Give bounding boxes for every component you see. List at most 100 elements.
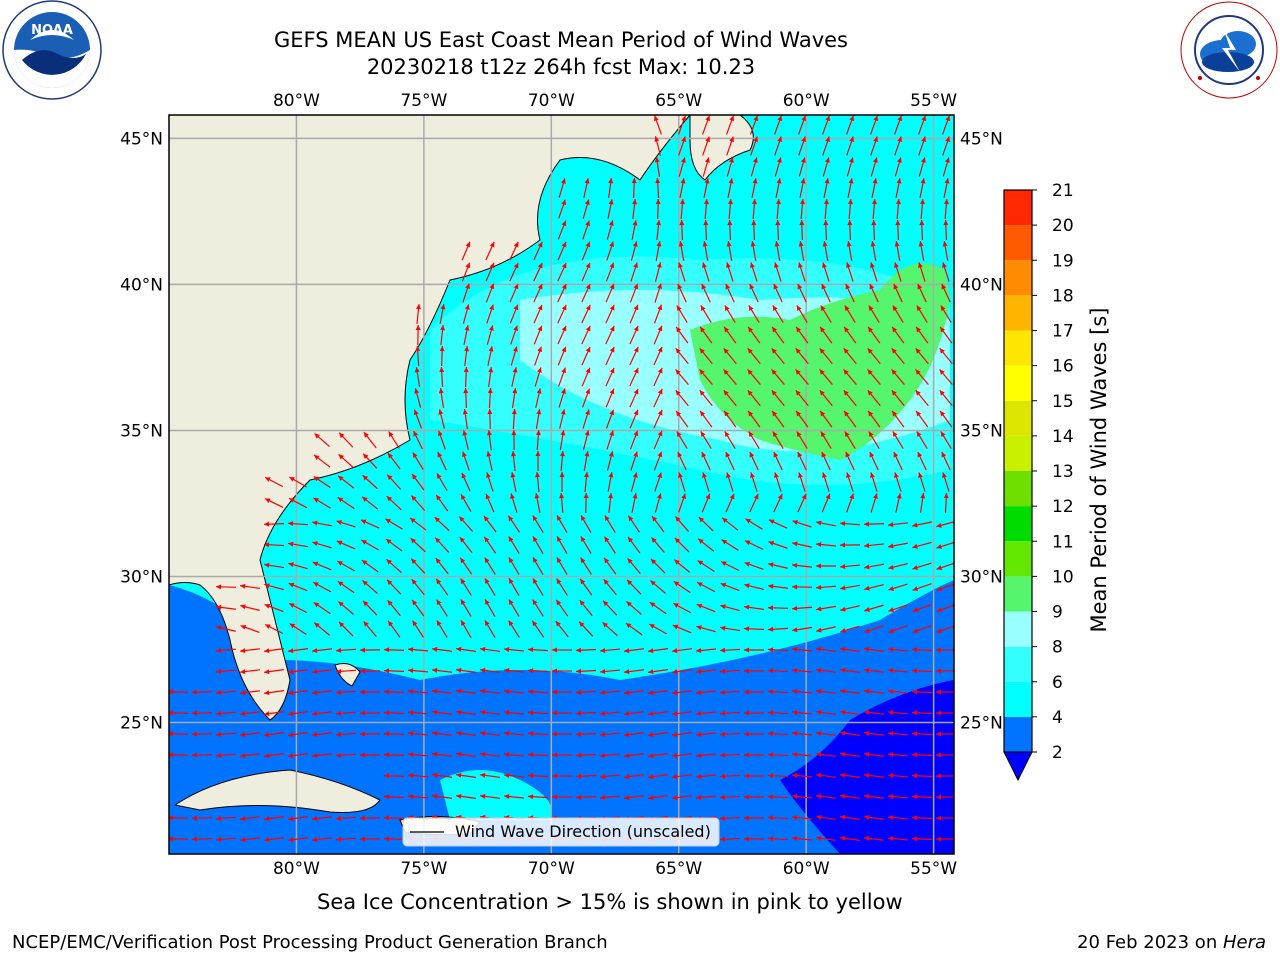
wave-direction-arrow (864, 646, 884, 652)
wave-direction-arrow (558, 199, 567, 219)
wave-direction-arrow (895, 178, 902, 198)
wave-direction-arrow (942, 262, 950, 282)
wave-direction-arrow (653, 430, 663, 450)
wave-direction-arrow (654, 283, 662, 303)
wave-direction-arrow (361, 496, 379, 510)
wave-direction-arrow (383, 773, 405, 779)
wave-direction-arrow (311, 816, 333, 822)
colorbar-segment (1004, 330, 1032, 366)
wave-direction-arrow (264, 583, 284, 591)
colorbar-segment (1004, 506, 1032, 542)
wave-direction-arrow (840, 646, 860, 652)
wave-direction-arrow (363, 620, 377, 638)
wave-direction-arrow (462, 451, 470, 471)
wave-direction-arrow (911, 752, 933, 758)
ocean-band-shallow-bahamas (440, 770, 552, 820)
wave-direction-arrow (410, 537, 426, 553)
wave-direction-arrow (791, 647, 813, 652)
legend-label: Wind Wave Direction (unscaled) (455, 822, 711, 841)
wave-direction-arrow (703, 178, 710, 198)
wave-direction-arrow (821, 493, 831, 513)
wave-direction-arrow (387, 620, 401, 638)
wave-direction-arrow (527, 773, 549, 779)
wave-direction-arrow (870, 136, 878, 156)
wave-direction-arrow (822, 136, 830, 156)
colorbar-tick-label: 16 (1052, 357, 1074, 377)
wave-direction-arrow (462, 430, 469, 450)
wave-direction-arrow (264, 603, 284, 613)
wave-direction-arrow (557, 262, 567, 282)
wave-direction-arrow (432, 667, 452, 673)
wave-direction-arrow (767, 626, 789, 632)
wave-direction-arrow (503, 751, 525, 757)
wave-direction-arrow (215, 752, 237, 758)
wave-direction-arrow (798, 472, 806, 492)
wave-direction-arrow (456, 772, 476, 778)
wave-direction-arrow (653, 325, 663, 345)
wave-direction-arrow (336, 520, 356, 528)
wave-direction-arrow (239, 690, 261, 696)
wave-direction-arrow (892, 431, 904, 449)
wave-direction-arrow (936, 521, 954, 528)
wave-direction-arrow (599, 731, 621, 737)
wave-direction-arrow (816, 667, 836, 673)
wave-direction-arrow (460, 599, 472, 617)
wave-direction-arrow (624, 732, 644, 738)
wave-direction-arrow (626, 600, 642, 616)
wave-direction-arrow (939, 368, 953, 386)
wave-direction-arrow (359, 815, 381, 821)
wave-direction-arrow (795, 347, 809, 365)
wave-direction-arrow (816, 626, 836, 633)
wave-direction-arrow (799, 219, 805, 241)
wave-direction-arrow (582, 199, 590, 219)
wave-direction-arrow (288, 541, 308, 548)
wave-direction-arrow (791, 605, 813, 611)
wave-direction-arrow (791, 815, 813, 820)
wave-direction-arrow (480, 772, 500, 778)
wave-direction-arrow (940, 431, 952, 449)
colorbar-segment (1004, 365, 1032, 401)
colorbar-segment (1004, 400, 1032, 436)
wave-direction-arrow (312, 520, 332, 527)
wave-direction-arrow (558, 178, 566, 198)
wave-direction-arrow (655, 241, 662, 261)
wave-direction-arrow (767, 752, 789, 758)
wave-direction-arrow (840, 667, 860, 673)
wave-direction-arrow (747, 326, 761, 344)
wave-direction-arrow (894, 241, 901, 261)
wave-direction-arrow (840, 793, 860, 799)
wave-direction-arrow (191, 836, 213, 842)
colorbar-segment (1004, 681, 1032, 717)
wave-direction-arrow (696, 625, 716, 633)
wave-direction-arrow (439, 304, 446, 324)
wave-direction-arrow (239, 753, 261, 759)
wave-direction-arrow (845, 451, 855, 471)
wave-direction-arrow (508, 599, 520, 617)
lon-tick-top: 75°W (400, 91, 447, 111)
wave-direction-arrow (888, 562, 908, 570)
wave-direction-arrow (509, 262, 519, 282)
wave-direction-arrow (840, 730, 860, 736)
wave-direction-arrow (815, 584, 837, 590)
wave-direction-arrow (845, 283, 855, 303)
wave-direction-arrow (653, 388, 663, 408)
wave-direction-arrow (630, 241, 638, 261)
wave-direction-arrow (335, 710, 357, 716)
wave-direction-arrow (605, 262, 615, 282)
wave-direction-arrow (486, 304, 494, 324)
wave-direction-arrow (288, 816, 308, 822)
wave-direction-arrow (867, 326, 881, 344)
wave-direction-arrow (624, 795, 644, 801)
wave-direction-arrow (484, 557, 496, 575)
wave-direction-arrow (701, 451, 711, 471)
wave-direction-arrow (822, 157, 830, 177)
wave-direction-arrow (820, 431, 832, 449)
wave-direction-arrow (461, 472, 471, 492)
wave-direction-arrow (840, 605, 860, 612)
wave-direction-arrow (509, 304, 519, 324)
wave-direction-arrow (798, 115, 807, 135)
wave-direction-arrow (864, 730, 884, 736)
wave-direction-arrow (727, 219, 733, 241)
cuba-land (173, 769, 381, 813)
wave-direction-arrow (557, 241, 567, 261)
